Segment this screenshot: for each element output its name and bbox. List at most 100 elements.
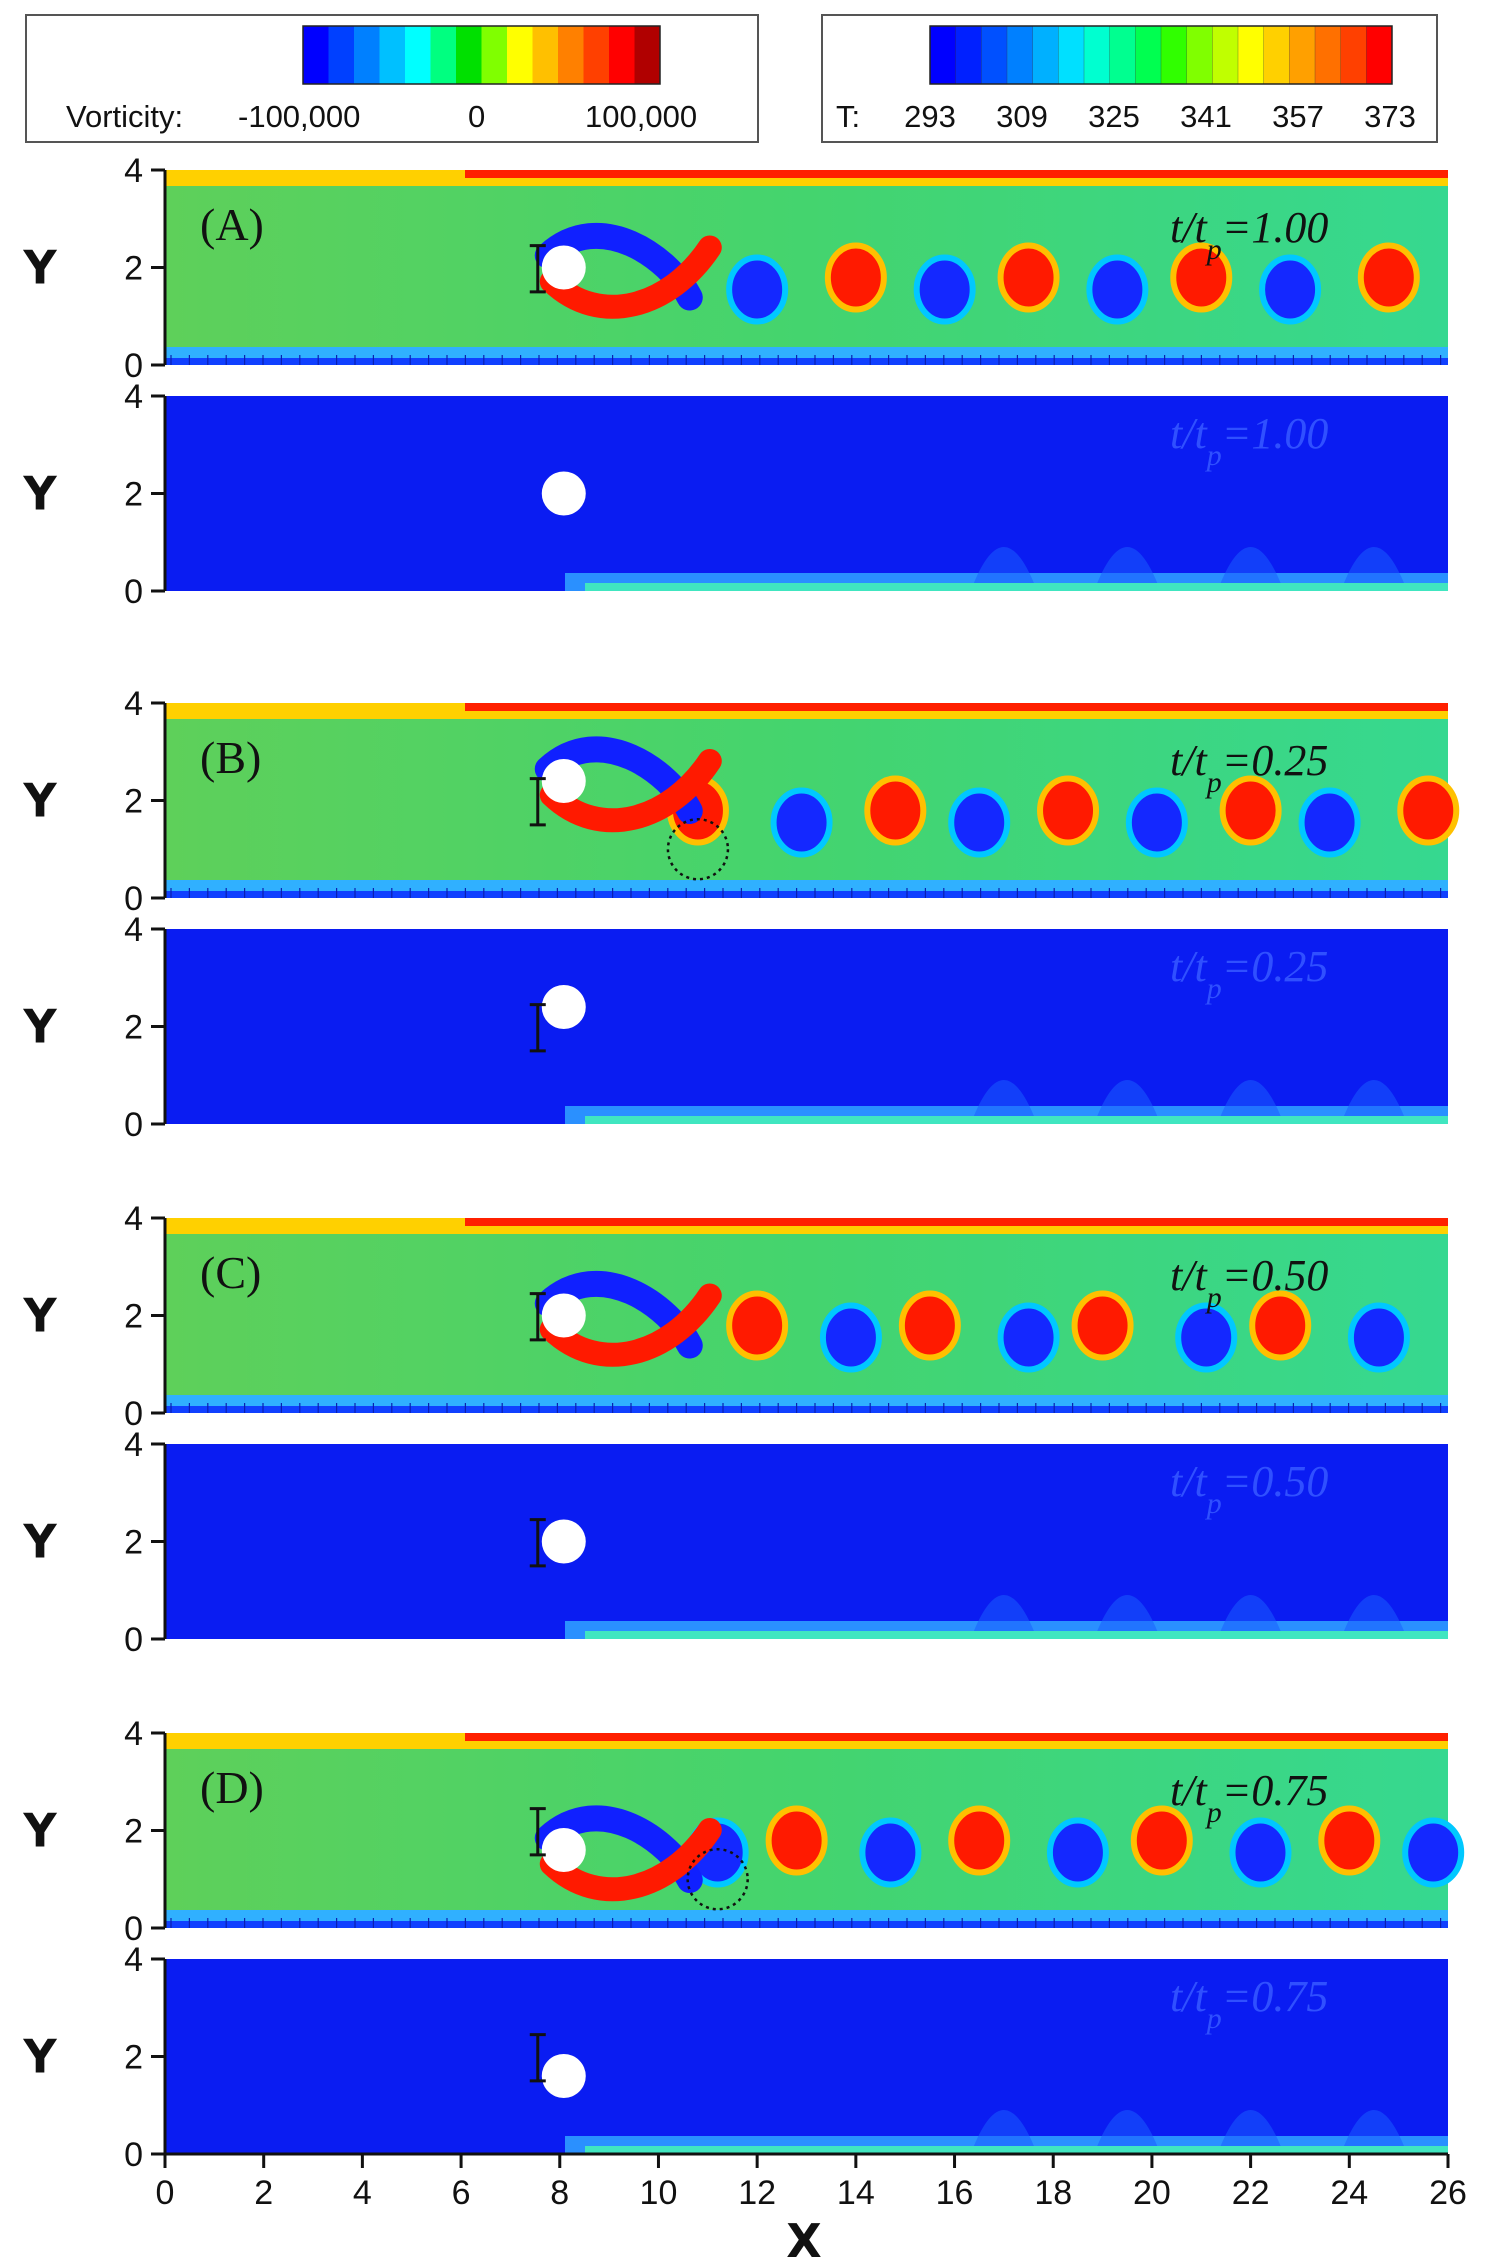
oscillation-range-marker xyxy=(529,1518,546,1568)
cylinder xyxy=(541,245,586,290)
negative-vortex xyxy=(770,787,833,858)
x-tick-label: 20 xyxy=(1133,2174,1171,2212)
temperature-colorbar-cell xyxy=(1135,26,1162,84)
panel-letter: (B) xyxy=(200,732,261,783)
vorticity-colorbar-cell xyxy=(354,26,380,84)
y-tick-label: 4 xyxy=(124,152,143,190)
panel-B: 0 2 4 Y (B) t/tp=0.25 0 2 4 Yt/tp=0.25 xyxy=(22,685,1460,1144)
y-tick-label: 0 xyxy=(124,2136,143,2174)
y-axis-label: Y xyxy=(22,1289,57,1343)
y-tick-label: 2 xyxy=(124,1009,143,1047)
time-label: t/tp=0.25 xyxy=(1170,736,1328,799)
positive-vortex xyxy=(948,1805,1011,1876)
x-tick-label: 10 xyxy=(640,2174,678,2212)
oscillation-range-marker xyxy=(529,777,546,827)
y-tick-label: 0 xyxy=(124,1395,143,1433)
x-tick-label: 26 xyxy=(1429,2174,1467,2212)
x-tick-label: 12 xyxy=(738,2174,776,2212)
vorticity-background xyxy=(165,1218,1448,1413)
y-tick-label: 2 xyxy=(124,1298,143,1336)
vorticity-field xyxy=(165,1733,1465,1928)
temperature-colorbar-cell xyxy=(1161,26,1188,84)
x-tick-label: 4 xyxy=(353,2174,372,2212)
y-tick-label: 4 xyxy=(124,685,143,723)
temperature-colorbar-cell xyxy=(1315,26,1342,84)
positive-shear-layer xyxy=(539,749,722,833)
thermal-plume xyxy=(1220,547,1281,583)
y-tick-label: 2 xyxy=(124,783,143,821)
vorticity-colorbar-cell xyxy=(405,26,431,84)
thermal-plume xyxy=(1220,2110,1281,2146)
y-tick-label: 4 xyxy=(124,911,143,949)
temperature-colorbar-cell xyxy=(1186,26,1213,84)
thermal-plume xyxy=(973,1080,1034,1116)
x-tick-label: 18 xyxy=(1034,2174,1072,2212)
oscillation-range-marker xyxy=(529,2033,546,2083)
vorticity-colorbar xyxy=(302,25,661,85)
positive-shear-layer xyxy=(539,235,722,319)
panel-letter: (C) xyxy=(200,1247,261,1298)
bottom-boundary-core xyxy=(165,1921,1448,1928)
negative-vortex xyxy=(726,254,789,325)
positive-vortex xyxy=(1219,775,1282,846)
vorticity-background xyxy=(165,170,1448,365)
temperature-tick: 293 xyxy=(904,99,956,134)
temperature-legend-label: T: xyxy=(836,99,860,134)
vorticity-colorbar-frame xyxy=(302,25,661,85)
vorticity-field xyxy=(165,703,1460,898)
y-tick-label: 4 xyxy=(124,1200,143,1238)
cylinder xyxy=(541,759,586,803)
y-tick-label: 2 xyxy=(124,2039,143,2077)
temperature-colorbar-cell xyxy=(1084,26,1111,84)
panel-D: 0 2 4 Y (D) t/tp=0.75 0 2 4 Yt/tp=0.75 xyxy=(22,1715,1465,2174)
vorticity-tick-min: -100,000 xyxy=(238,99,360,134)
positive-shear-layer xyxy=(539,1283,722,1367)
positive-vortex xyxy=(1397,775,1460,846)
time-label: t/tp=1.00 xyxy=(1170,409,1328,472)
thermal-plume xyxy=(1097,2110,1158,2146)
x-axis: 0 2 4 6 8 10 12 14 16 18 20 22 24 26 xyxy=(156,2152,1467,2212)
vorticity-colorbar-cell xyxy=(481,26,508,84)
temperature-colorbar-cell xyxy=(981,26,1008,84)
thermal-plume xyxy=(1097,1595,1158,1631)
highlight-circle xyxy=(686,1848,749,1911)
x-axis-label: X xyxy=(786,2214,821,2266)
y-axis-label: Y xyxy=(22,774,57,828)
vorticity-colorbar-cell xyxy=(430,26,457,84)
positive-vortex xyxy=(1170,242,1233,313)
positive-vortex xyxy=(898,1290,961,1361)
x-tick-label: 6 xyxy=(452,2174,471,2212)
time-label: t/tp=0.75 xyxy=(1170,1972,1328,2035)
vorticity-tick-zero: 0 xyxy=(468,99,485,134)
y-tick-label: 2 xyxy=(124,1524,143,1562)
positive-vortex xyxy=(1071,1290,1134,1361)
time-label: t/tp=0.50 xyxy=(1170,1457,1328,1520)
thermal-plume xyxy=(1343,2110,1404,2146)
negative-vortex xyxy=(1298,787,1361,858)
temperature-colorbar-cell xyxy=(1109,26,1136,84)
x-tick-label: 8 xyxy=(550,2174,569,2212)
vorticity-colorbar-cell xyxy=(532,26,559,84)
temperature-colorbar-cell xyxy=(1340,26,1367,84)
negative-vortex xyxy=(913,254,976,325)
negative-vortex xyxy=(859,1817,922,1888)
time-label: t/tp=0.50 xyxy=(1170,1251,1328,1314)
temperature-tick: 357 xyxy=(1272,99,1324,134)
panel-letter: (A) xyxy=(200,199,264,250)
vorticity-colorbar-cell xyxy=(456,26,482,84)
y-axis-label: Y xyxy=(22,2030,57,2084)
warm-wall-core xyxy=(585,583,1448,591)
temperature-tick: 341 xyxy=(1180,99,1232,134)
y-tick-label: 0 xyxy=(124,573,143,611)
cylinder xyxy=(541,1519,586,1564)
top-shear-core xyxy=(465,1218,1448,1226)
negative-vortex xyxy=(1086,254,1149,325)
oscillation-range-marker xyxy=(529,1807,546,1857)
vorticity-colorbar-cell xyxy=(583,26,610,84)
vorticity-colorbar-cell xyxy=(558,26,584,84)
cylinder xyxy=(541,1293,586,1338)
oscillation-range-marker xyxy=(529,244,546,294)
negative-vortex xyxy=(819,1302,882,1373)
temperature-field xyxy=(165,396,1448,591)
positive-vortex xyxy=(997,242,1060,313)
